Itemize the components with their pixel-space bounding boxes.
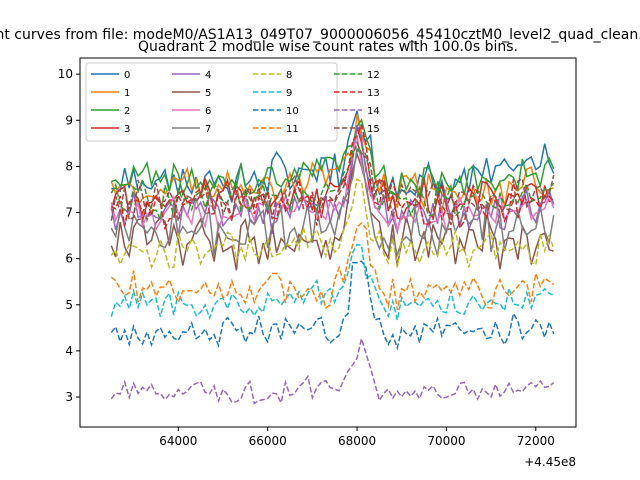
legend-label-7: 7 [205, 124, 211, 135]
legend-label-1: 1 [124, 88, 130, 99]
legend-label-12: 12 [367, 70, 380, 81]
series-line-0 [111, 110, 555, 203]
legend-label-15: 15 [367, 124, 380, 135]
series-line-3 [110, 126, 554, 221]
series-line-11 [110, 221, 555, 311]
legend-label-6: 6 [205, 106, 211, 117]
legend-label-10: 10 [286, 106, 299, 117]
plot-frame [79, 57, 577, 428]
legend-label-13: 13 [367, 88, 380, 99]
legend-label-14: 14 [367, 106, 380, 117]
y-tick-label: 3 [65, 390, 73, 404]
legend-label-4: 4 [205, 70, 211, 81]
legend-box [85, 62, 338, 142]
y-tick-label: 6 [65, 252, 73, 266]
series-line-5 [110, 151, 554, 271]
figure-suptitle: Light curves from file: modeM0/AS1A13_04… [0, 27, 640, 43]
y-tick-label: 4 [65, 344, 73, 358]
x-tick-label: 72000 [517, 434, 555, 448]
x-tick-label: 66000 [249, 434, 287, 448]
legend-label-8: 8 [286, 70, 292, 81]
series-line-9 [110, 243, 555, 321]
series-line-15 [110, 140, 555, 223]
legend-label-9: 9 [286, 88, 292, 99]
series-line-10 [110, 260, 555, 351]
chart-title: Quadrant 2 module wise count rates with … [138, 39, 518, 55]
legend-label-2: 2 [124, 106, 130, 117]
legend-label-5: 5 [205, 88, 211, 99]
series-line-6 [110, 135, 555, 233]
series-line-7 [110, 147, 555, 258]
legend-label-3: 3 [124, 124, 130, 135]
y-tick-label: 9 [65, 113, 73, 127]
x-offset-label: +4.45e8 [524, 455, 576, 469]
series-layer [110, 110, 555, 405]
series-line-2 [111, 118, 555, 200]
y-tick-label: 5 [65, 298, 73, 312]
x-tick-label: 68000 [338, 434, 376, 448]
y-tick-label: 8 [65, 159, 73, 173]
series-line-8 [110, 178, 555, 270]
y-tick-label: 10 [58, 67, 73, 81]
y-tick-label: 7 [65, 206, 73, 220]
legend-label-11: 11 [286, 124, 299, 135]
legend-label-0: 0 [124, 70, 130, 81]
series-line-14 [110, 335, 555, 405]
x-tick-label: 70000 [427, 434, 465, 448]
x-tick-label: 64000 [159, 434, 197, 448]
